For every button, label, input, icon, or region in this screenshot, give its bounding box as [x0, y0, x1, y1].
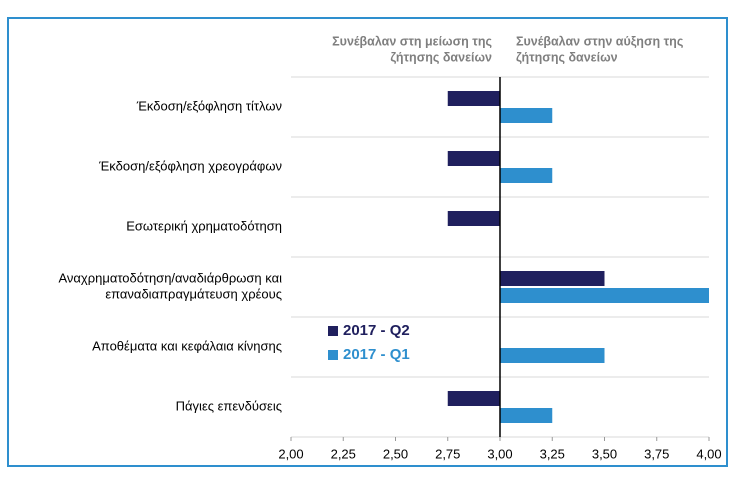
category-label: επαναδιαπραγμάτευση χρέους	[105, 286, 282, 301]
x-tick-label: 3,50	[592, 446, 617, 461]
x-tick-label: 3,75	[644, 446, 669, 461]
category-label: Αποθέματα και κεφάλαια κίνησης	[92, 338, 282, 353]
annotation: ζήτησης δανείων	[390, 50, 492, 64]
legend-label: 2017 - Q2	[343, 322, 410, 339]
x-tick-label: 3,25	[540, 446, 565, 461]
annotation: ζήτησης δανείων	[516, 50, 618, 64]
x-tick-label: 2,00	[278, 446, 303, 461]
x-tick-label: 2,50	[383, 446, 408, 461]
category-label: Πάγιες επενδύσεις	[176, 398, 282, 413]
annotation: Συνέβαλαν στη μείωση της	[332, 34, 492, 48]
chart-frame	[7, 17, 728, 467]
x-tick-label: 3,00	[487, 446, 512, 461]
legend-swatch	[328, 350, 338, 360]
legend-label: 2017 - Q1	[343, 346, 410, 363]
bar	[500, 271, 605, 286]
bar	[500, 408, 553, 423]
bar	[447, 391, 500, 406]
category-label: Έκδοση/εξόφληση χρεογράφων	[98, 158, 282, 173]
bar	[500, 348, 605, 363]
x-tick-label: 2,25	[331, 446, 356, 461]
category-label: Αναχρηματοδότηση/αναδιάρθρωση και	[58, 270, 282, 285]
category-label: Έκδοση/εξόφληση τίτλων	[136, 98, 282, 113]
annotation: Συνέβαλαν στην αύξηση της	[516, 34, 683, 48]
bar	[447, 211, 500, 226]
legend-swatch	[328, 326, 338, 336]
bar	[500, 168, 553, 183]
bar	[447, 151, 500, 166]
x-tick-label: 2,75	[435, 446, 460, 461]
bar	[447, 91, 500, 106]
bar	[500, 108, 553, 123]
category-label: Εσωτερική χρηματοδότηση	[126, 218, 282, 233]
x-tick-label: 4,00	[696, 446, 721, 461]
bar	[500, 288, 709, 303]
